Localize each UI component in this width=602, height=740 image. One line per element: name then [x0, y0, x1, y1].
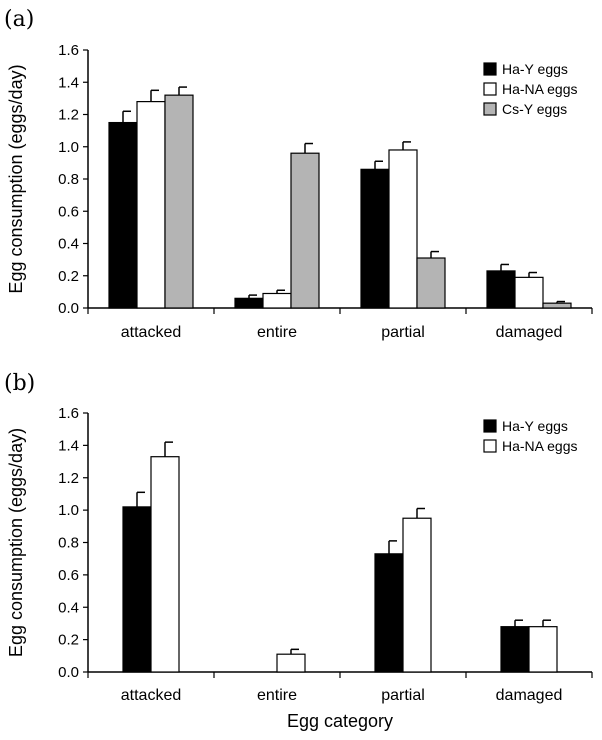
y-tick-label: 0.4	[58, 236, 79, 253]
legend-label: Ha-NA eggs	[502, 438, 577, 454]
bar	[108, 121, 138, 309]
x-category-label: attacked	[121, 324, 181, 341]
y-tick-label: 1.4	[58, 74, 79, 91]
bar	[500, 626, 530, 673]
y-tick-label: 0.2	[58, 268, 79, 285]
x-category-label: partial	[381, 687, 425, 704]
x-category-label: attacked	[121, 687, 181, 704]
y-tick-label: 0.0	[58, 300, 79, 317]
bar	[542, 302, 572, 309]
y-axis-title: Egg consumption (eggs/day)	[6, 64, 26, 293]
legend-label: Cs-Y eggs	[502, 101, 567, 117]
bar	[276, 653, 306, 673]
x-category-label: damaged	[496, 687, 563, 704]
panel-label: (a)	[4, 7, 34, 32]
x-category-label: entire	[257, 324, 297, 341]
bar	[360, 168, 390, 309]
bar	[402, 517, 432, 673]
y-tick-label: 0.8	[58, 171, 79, 188]
x-category-label: partial	[381, 324, 425, 341]
legend-swatch	[483, 102, 497, 116]
y-tick-label: 1.2	[58, 470, 79, 487]
y-tick-label: 1.0	[58, 502, 79, 519]
y-tick-label: 0.8	[58, 535, 79, 552]
bar	[150, 456, 180, 673]
bar	[136, 100, 166, 309]
bar	[388, 149, 418, 309]
legend-label: Ha-NA eggs	[502, 81, 577, 97]
y-tick-label: 0.0	[58, 664, 79, 681]
panel-label: (b)	[4, 371, 35, 396]
bar	[164, 94, 194, 309]
bar	[416, 257, 446, 309]
bar	[486, 270, 516, 309]
panel-b: (b) 0.0 0.2 0.4 0.6 0.8 1.0 1.2 1.4 1.6 Egg consum…	[4, 371, 593, 731]
y-tick-label: 0.4	[58, 599, 79, 616]
y-axis-title: Egg consumption (eggs/day)	[6, 428, 26, 657]
x-axis-title: Egg category	[287, 711, 393, 731]
y-tick-label: 1.6	[58, 405, 79, 422]
legend-label: Ha-Y eggs	[502, 61, 568, 77]
x-category-label: damaged	[496, 324, 563, 341]
legend-label: Ha-Y eggs	[502, 418, 568, 434]
y-tick-label: 1.6	[58, 42, 79, 59]
bar	[528, 626, 558, 673]
y-tick-label: 0.2	[58, 632, 79, 649]
legend-swatch	[483, 62, 497, 76]
y-tick-label: 0.6	[58, 203, 79, 220]
y-tick-label: 0.6	[58, 567, 79, 584]
panel-a: (a) 0.0 0.2 0.4 0.6 0.8 1.0 1.2 1.4 1.6 Egg consum…	[4, 7, 593, 341]
x-category-label: entire	[257, 687, 297, 704]
bar	[122, 506, 152, 673]
y-tick-label: 1.0	[58, 139, 79, 156]
y-tick-label: 1.2	[58, 107, 79, 124]
legend-swatch	[483, 82, 497, 96]
bar	[262, 292, 292, 309]
bar	[290, 152, 320, 309]
legend-swatch	[483, 419, 497, 433]
bar	[374, 553, 404, 673]
legend-swatch	[483, 439, 497, 453]
y-tick-label: 1.4	[58, 437, 79, 454]
bar	[234, 297, 264, 309]
bar	[514, 276, 544, 309]
